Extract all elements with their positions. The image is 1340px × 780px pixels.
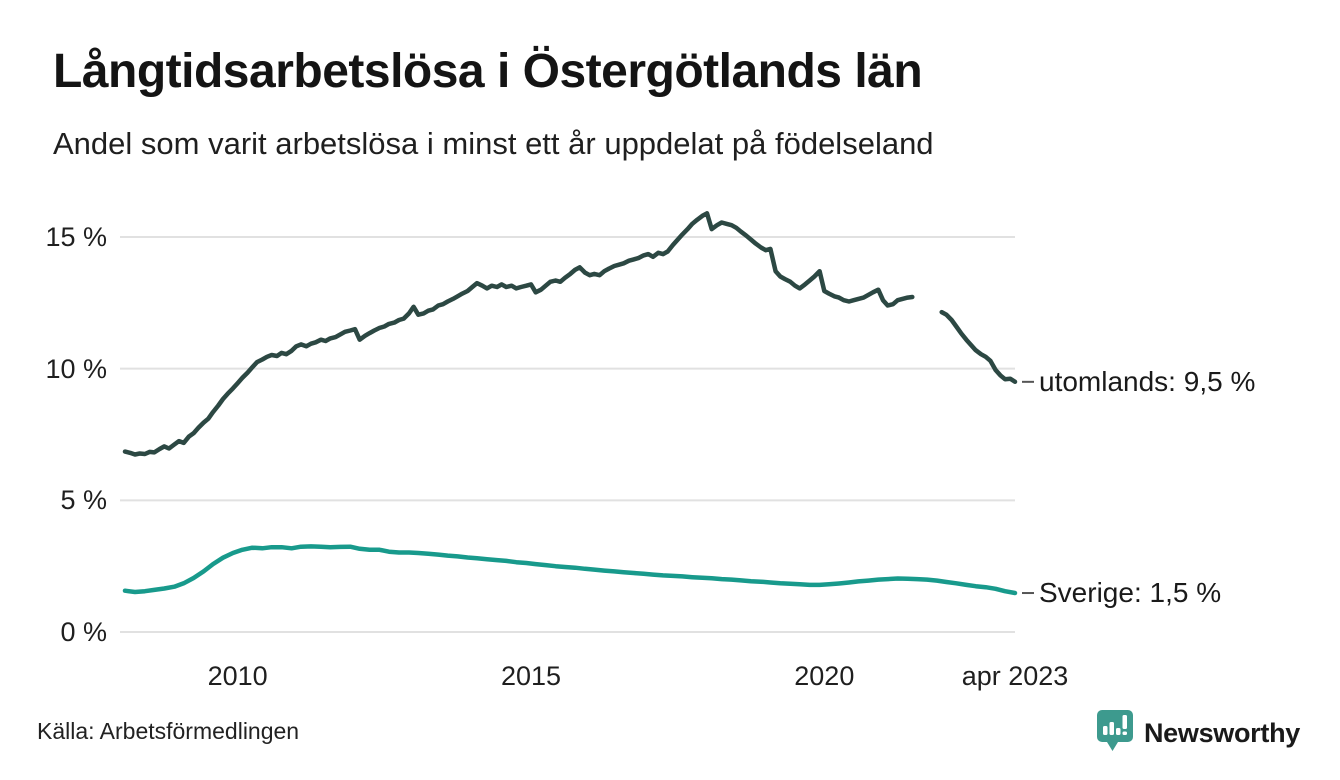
y-tick-label: 0 % — [60, 617, 107, 647]
page-subtitle: Andel som varit arbetslösa i minst ett å… — [53, 126, 934, 161]
y-tick-label: 10 % — [45, 353, 107, 384]
newsworthy-logo: Newsworthy — [1095, 708, 1300, 758]
page-title: Långtidsarbetslösa i Östergötlands län — [53, 45, 923, 98]
series-line-utomlands — [122, 211, 915, 457]
y-tick-label: 15 % — [45, 222, 107, 252]
series-label-utomlands: utomlands: 9,5 % — [1039, 365, 1256, 397]
x-tick-label: 2010 — [207, 661, 268, 691]
series-label-sverige: Sverige: 1,5 % — [1039, 577, 1222, 609]
newsworthy-wordmark: Newsworthy — [1143, 717, 1300, 748]
source-note: Källa: Arbetsförmedlingen — [37, 718, 300, 744]
x-tick-label: 2015 — [500, 661, 562, 691]
y-tick-label: 5 % — [60, 485, 107, 516]
series-line-Sverige — [122, 544, 1018, 596]
x-tick-label: apr 2023 — [961, 661, 1069, 691]
newsworthy-bubble-chart-icon — [1096, 710, 1133, 751]
x-tick-label: 2020 — [794, 661, 855, 691]
series-line-utomlands — [939, 309, 1018, 385]
